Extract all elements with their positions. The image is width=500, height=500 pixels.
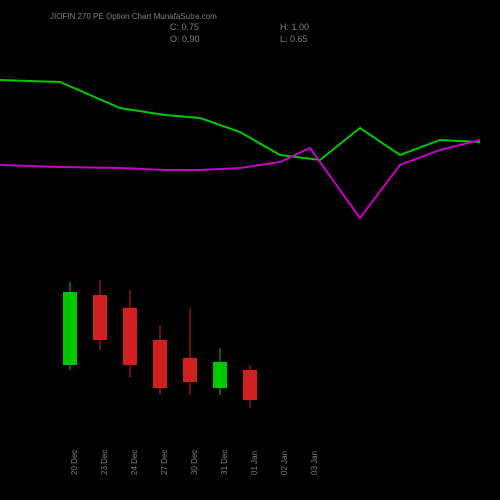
x-axis-label: 03 Jan — [310, 451, 319, 475]
candle-body — [183, 358, 197, 382]
x-axis-label: 27 Dec — [160, 450, 169, 475]
indicator-line-green — [0, 80, 480, 160]
candle-body — [63, 292, 77, 365]
x-axis-label: 30 Dec — [190, 450, 199, 475]
candle-body — [213, 362, 227, 388]
x-axis-label: 24 Dec — [130, 450, 139, 475]
candle-body — [153, 340, 167, 388]
chart-canvas — [0, 0, 500, 500]
x-axis-label: 01 Jan — [250, 451, 259, 475]
x-axis-label: 23 Dec — [100, 450, 109, 475]
candle-body — [93, 295, 107, 340]
x-axis-label: 02 Jan — [280, 451, 289, 475]
x-axis-label: 20 Dec — [70, 450, 79, 475]
candle-body — [123, 308, 137, 365]
candle-body — [243, 370, 257, 400]
x-axis-label: 31 Dec — [220, 450, 229, 475]
